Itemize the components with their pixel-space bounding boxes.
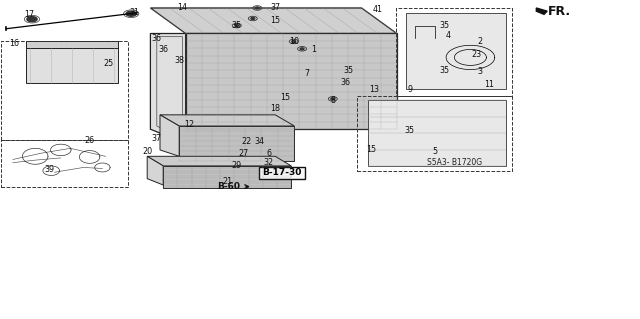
Text: 9: 9 bbox=[407, 85, 412, 94]
Polygon shape bbox=[147, 156, 291, 166]
Polygon shape bbox=[406, 13, 506, 89]
Text: 18: 18 bbox=[270, 104, 280, 113]
Polygon shape bbox=[150, 8, 397, 33]
Bar bbox=[1, 140, 128, 187]
Text: 36: 36 bbox=[340, 78, 351, 87]
Bar bbox=[1, 41, 128, 140]
Polygon shape bbox=[147, 156, 163, 185]
Text: S5A3- B1720G: S5A3- B1720G bbox=[427, 159, 482, 167]
Text: 15: 15 bbox=[280, 93, 290, 102]
Text: 35: 35 bbox=[440, 66, 450, 75]
Text: 34: 34 bbox=[254, 137, 264, 146]
Circle shape bbox=[292, 41, 296, 42]
Text: 32: 32 bbox=[264, 158, 274, 167]
Circle shape bbox=[255, 7, 259, 9]
Text: 27: 27 bbox=[238, 149, 248, 158]
Text: 15: 15 bbox=[270, 16, 280, 25]
Bar bbox=[259, 167, 305, 179]
Text: 1: 1 bbox=[311, 45, 316, 54]
Text: 11: 11 bbox=[484, 80, 495, 89]
Text: 26: 26 bbox=[84, 136, 95, 145]
Text: 36: 36 bbox=[152, 34, 162, 43]
Polygon shape bbox=[368, 100, 506, 166]
Text: 2: 2 bbox=[477, 37, 483, 46]
Text: B-60: B-60 bbox=[218, 182, 248, 191]
Circle shape bbox=[126, 11, 136, 16]
Polygon shape bbox=[536, 8, 547, 14]
Text: 29: 29 bbox=[232, 161, 242, 170]
Text: B-17-30: B-17-30 bbox=[262, 168, 302, 177]
Text: 36: 36 bbox=[158, 45, 168, 54]
Text: 10: 10 bbox=[289, 37, 300, 46]
Bar bbox=[357, 96, 512, 171]
Text: 35: 35 bbox=[440, 21, 450, 30]
Circle shape bbox=[27, 17, 37, 22]
Text: 41: 41 bbox=[372, 5, 383, 14]
Text: 38: 38 bbox=[174, 56, 184, 65]
Text: 6: 6 bbox=[266, 149, 271, 158]
Text: 37: 37 bbox=[152, 134, 162, 143]
Text: 7: 7 bbox=[305, 69, 310, 78]
Text: 16: 16 bbox=[9, 39, 19, 48]
Polygon shape bbox=[160, 115, 294, 126]
Polygon shape bbox=[186, 33, 397, 129]
Polygon shape bbox=[150, 33, 186, 144]
Text: 35: 35 bbox=[404, 126, 415, 135]
Text: 13: 13 bbox=[369, 85, 380, 94]
Text: FR.: FR. bbox=[548, 5, 571, 18]
Text: 21: 21 bbox=[222, 177, 232, 186]
Bar bbox=[396, 8, 512, 96]
Circle shape bbox=[235, 25, 239, 26]
Text: 22: 22 bbox=[241, 137, 252, 146]
Text: 17: 17 bbox=[24, 10, 34, 19]
Text: 25: 25 bbox=[104, 59, 114, 68]
Circle shape bbox=[300, 48, 304, 50]
Text: 35: 35 bbox=[344, 66, 354, 75]
Circle shape bbox=[331, 98, 335, 100]
Circle shape bbox=[251, 18, 255, 19]
Text: 5: 5 bbox=[433, 147, 438, 156]
Text: 20: 20 bbox=[142, 147, 152, 156]
Polygon shape bbox=[26, 48, 118, 83]
Text: 35: 35 bbox=[232, 21, 242, 30]
Polygon shape bbox=[160, 115, 179, 156]
Text: 14: 14 bbox=[177, 4, 188, 12]
Text: 8: 8 bbox=[330, 96, 335, 105]
Text: 31: 31 bbox=[129, 8, 140, 17]
Text: 39: 39 bbox=[44, 165, 54, 174]
Text: 37: 37 bbox=[270, 4, 280, 12]
Text: 12: 12 bbox=[184, 120, 194, 129]
Polygon shape bbox=[26, 41, 118, 48]
Text: 3: 3 bbox=[477, 67, 483, 76]
Text: 23: 23 bbox=[472, 50, 482, 59]
Text: 15: 15 bbox=[366, 145, 376, 154]
Text: 4: 4 bbox=[445, 31, 451, 40]
Polygon shape bbox=[163, 166, 291, 188]
Polygon shape bbox=[179, 126, 294, 161]
